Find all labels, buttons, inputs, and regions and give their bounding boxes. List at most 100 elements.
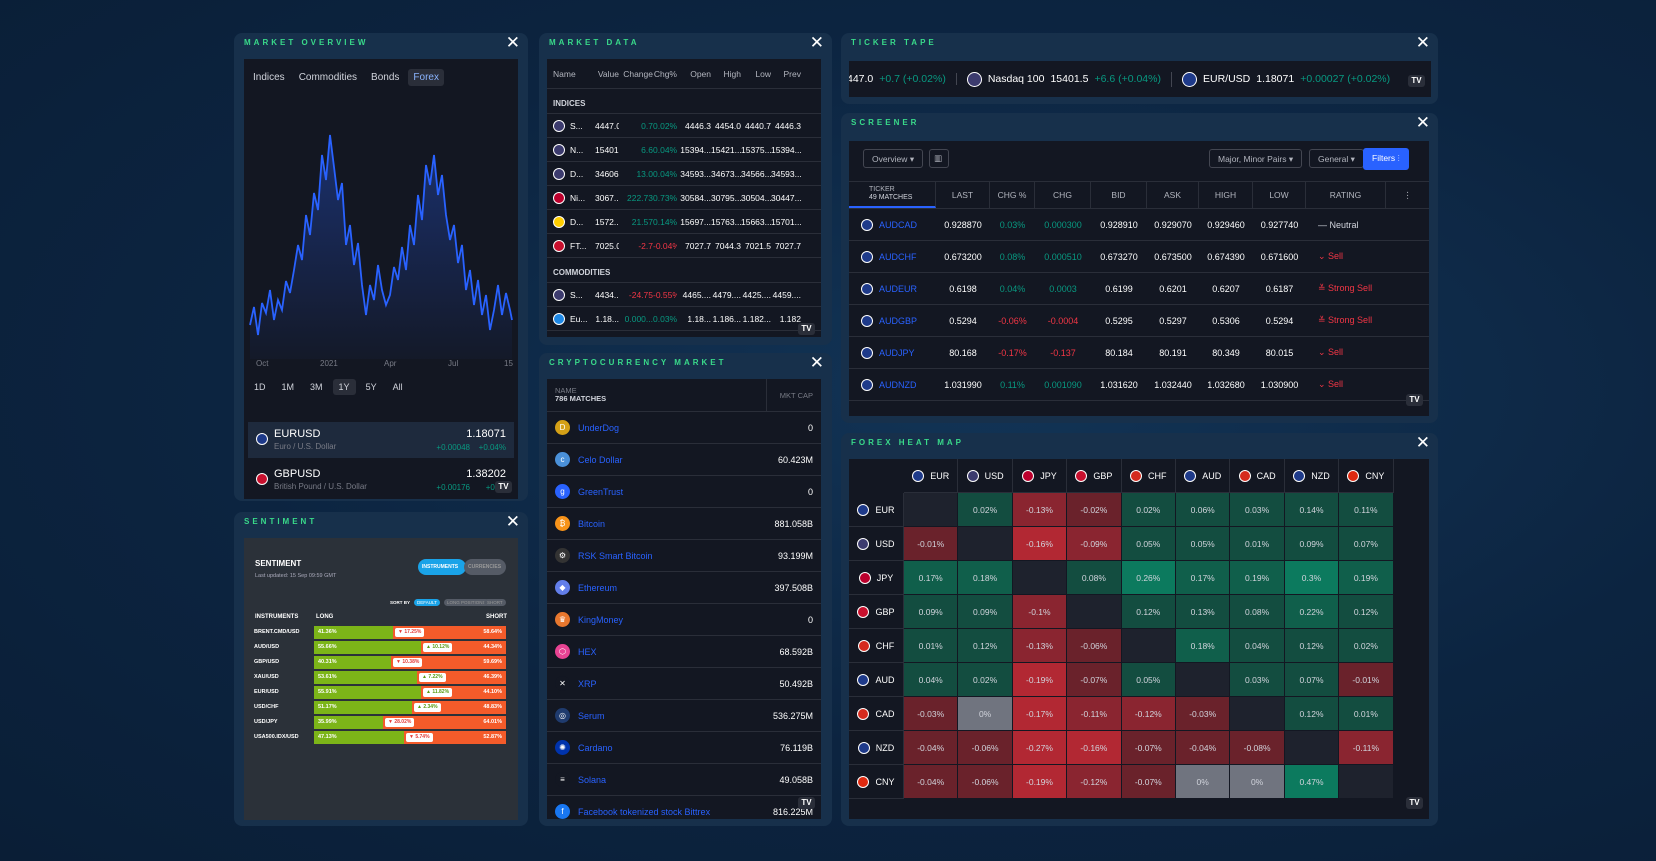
heat-cell[interactable]: -0.02% [1067, 493, 1122, 527]
coin-name[interactable]: XRP [578, 678, 597, 689]
sort-short[interactable]: SHORT [484, 599, 506, 606]
screener-row[interactable]: AUDNZD 1.031990 0.11% 0.001090 1.031620 1.032… [849, 369, 1429, 401]
row-ticker[interactable]: AUDJPY [849, 346, 936, 359]
coin-name[interactable]: Serum [578, 710, 605, 721]
heat-cell[interactable]: 0.14% [1284, 493, 1340, 527]
col-name-header[interactable]: NAME 786 MATCHES [547, 379, 767, 411]
sort-default[interactable]: DEFAULT [414, 599, 440, 606]
coin-name[interactable]: Cardano [578, 742, 613, 753]
heat-cell[interactable]: 0.22% [1284, 595, 1340, 629]
period-all[interactable]: All [392, 382, 403, 392]
heat-cell[interactable]: 0.08% [1067, 561, 1122, 595]
sentiment-row[interactable]: XAU/USD 53.61% 46.39% ▲ 7.22% [254, 671, 506, 684]
coin-name[interactable]: Ethereum [578, 582, 618, 593]
table-row[interactable]: N...15401...6.60.04%15394...15421...1537… [547, 138, 821, 162]
coin-name[interactable]: Bitcoin [578, 518, 606, 529]
columns-button[interactable]: ▥ [929, 149, 949, 168]
sentiment-row[interactable]: EUR/USD 55.91% 44.10% ▲ 11.82% [254, 686, 506, 699]
toggle-currencies[interactable]: CURRENCIES [464, 559, 506, 575]
heat-cell[interactable]: -0.19% [1012, 663, 1068, 697]
col-low[interactable]: LOW [1253, 182, 1306, 208]
heat-cell[interactable]: -0.09% [1067, 527, 1122, 561]
coin-name[interactable]: HEX [578, 646, 597, 657]
heat-cell[interactable]: 0.18% [958, 561, 1013, 595]
col-chg-pct[interactable]: CHG % [990, 182, 1035, 208]
tradingview-logo[interactable]: TV [798, 797, 815, 809]
sentiment-row[interactable]: AUD/USD 55.66% 44.34% ▲ 10.12% [254, 641, 506, 654]
heat-cell[interactable]: 0.04% [1230, 629, 1285, 663]
col-chg[interactable]: CHG [1035, 182, 1091, 208]
heat-cell[interactable]: 0.02% [1339, 629, 1394, 663]
sentiment-row[interactable]: USA500.IDX/USD 47.13% 52.87% ▼ 5.74% [254, 731, 506, 744]
heat-cell[interactable] [1121, 629, 1176, 663]
heat-cell[interactable]: 0.12% [1339, 595, 1394, 629]
period-1d[interactable]: 1D [254, 382, 266, 392]
heat-cell[interactable] [904, 493, 959, 527]
heat-cell[interactable]: 0.05% [1121, 663, 1176, 697]
price-chart[interactable] [244, 95, 518, 359]
heat-cell[interactable]: 0.01% [1339, 697, 1394, 731]
coin-name[interactable]: Celo Dollar [578, 454, 623, 465]
table-row[interactable]: S...4434...-24.75-0.55%4465....4479....4… [547, 283, 821, 307]
close-icon[interactable]: ✕ [505, 512, 520, 531]
symbol-row-gbpusd[interactable]: GBPUSD British Pound / U.S. Dollar 1.382… [248, 462, 514, 498]
table-row[interactable]: Ni... 3067... 222.73 0.73% 30584... 30795... 3… [547, 186, 821, 210]
heat-cell[interactable]: -0.12% [1121, 697, 1176, 731]
heat-cell[interactable] [958, 527, 1013, 561]
heat-cell[interactable]: -0.06% [958, 765, 1013, 799]
heat-cell[interactable]: -0.07% [1121, 731, 1176, 765]
heat-cell[interactable]: -0.11% [1067, 697, 1122, 731]
heat-cell[interactable]: 0.09% [1284, 527, 1340, 561]
col-high[interactable]: HIGH [1199, 182, 1253, 208]
heat-cell[interactable]: 0.02% [958, 663, 1013, 697]
heat-cell[interactable]: -0.13% [1012, 493, 1068, 527]
crypto-row[interactable]: ₿ Bitcoin 881.058B [547, 508, 821, 540]
sentiment-row[interactable]: USD/CHF 51.17% 48.83% ▲ 2.34% [254, 701, 506, 714]
heat-cell[interactable]: -0.06% [958, 731, 1013, 765]
heat-cell[interactable]: 0% [1230, 765, 1285, 799]
symbol-row-eurusd[interactable]: EURUSD Euro / U.S. Dollar 1.18071 +0.000… [248, 422, 514, 458]
screener-row[interactable]: AUDCAD 0.928870 0.03% 0.000300 0.928910 0.929… [849, 209, 1429, 241]
close-icon[interactable]: ✕ [809, 33, 824, 52]
heat-cell[interactable]: -0.03% [1176, 697, 1231, 731]
pairs-dropdown[interactable]: Major, Minor Pairs ▾ [1209, 149, 1303, 168]
heat-cell[interactable]: -0.08% [1230, 731, 1285, 765]
close-icon[interactable]: ✕ [505, 33, 520, 52]
crypto-row[interactable]: ✺ Cardano 76.119B [547, 732, 821, 764]
crypto-row[interactable]: D UnderDog 0 [547, 412, 821, 444]
row-ticker[interactable]: AUDGBP [849, 314, 936, 327]
row-ticker[interactable]: AUDNZD [849, 378, 936, 391]
tab-bonds[interactable]: Bonds [371, 72, 400, 83]
heat-cell[interactable]: 0.19% [1230, 561, 1285, 595]
heat-cell[interactable] [1230, 697, 1285, 731]
tradingview-logo[interactable]: TV [495, 481, 512, 493]
coin-name[interactable]: GreenTrust [578, 486, 624, 497]
heat-cell[interactable]: 0.12% [1284, 629, 1340, 663]
crypto-row[interactable]: c Celo Dollar 60.423M [547, 444, 821, 476]
coin-name[interactable]: UnderDog [578, 422, 620, 433]
heat-cell[interactable]: 0.09% [904, 595, 959, 629]
crypto-row[interactable]: ♛ KingMoney 0 [547, 604, 821, 636]
heat-cell[interactable]: 0.19% [1339, 561, 1394, 595]
heat-cell[interactable]: 0.05% [1121, 527, 1176, 561]
overview-dropdown[interactable]: Overview ▾ [863, 149, 924, 168]
table-row[interactable]: S... 4447.0 0.7 0.02% 4446.3 4454.0 4440.7 4446… [547, 114, 821, 138]
heat-cell[interactable] [1012, 561, 1068, 595]
col-rating[interactable]: RATING [1306, 182, 1386, 208]
col-ticker[interactable]: TICKER 49 MATCHES [849, 182, 936, 208]
crypto-row[interactable]: g GreenTrust 0 [547, 476, 821, 508]
heat-cell[interactable]: 0.01% [904, 629, 959, 663]
heat-cell[interactable]: 0.03% [1230, 663, 1285, 697]
col-bid[interactable]: BID [1091, 182, 1147, 208]
sentiment-row[interactable]: USD/JPY 35.99% 64.01% ▼ 28.02% [254, 716, 506, 729]
heat-cell[interactable]: 0.47% [1284, 765, 1340, 799]
heat-cell[interactable]: -0.03% [904, 697, 959, 731]
toggle-instruments[interactable]: INSTRUMENTS [418, 559, 466, 575]
heat-cell[interactable]: -0.07% [1121, 765, 1176, 799]
general-dropdown[interactable]: General ▾ [1309, 149, 1364, 168]
close-icon[interactable]: ✕ [1415, 433, 1430, 452]
heat-cell[interactable]: 0.03% [1230, 493, 1285, 527]
heat-cell[interactable]: 0.12% [958, 629, 1013, 663]
heat-cell[interactable]: 0.26% [1121, 561, 1176, 595]
heat-cell[interactable]: 0.07% [1339, 527, 1394, 561]
